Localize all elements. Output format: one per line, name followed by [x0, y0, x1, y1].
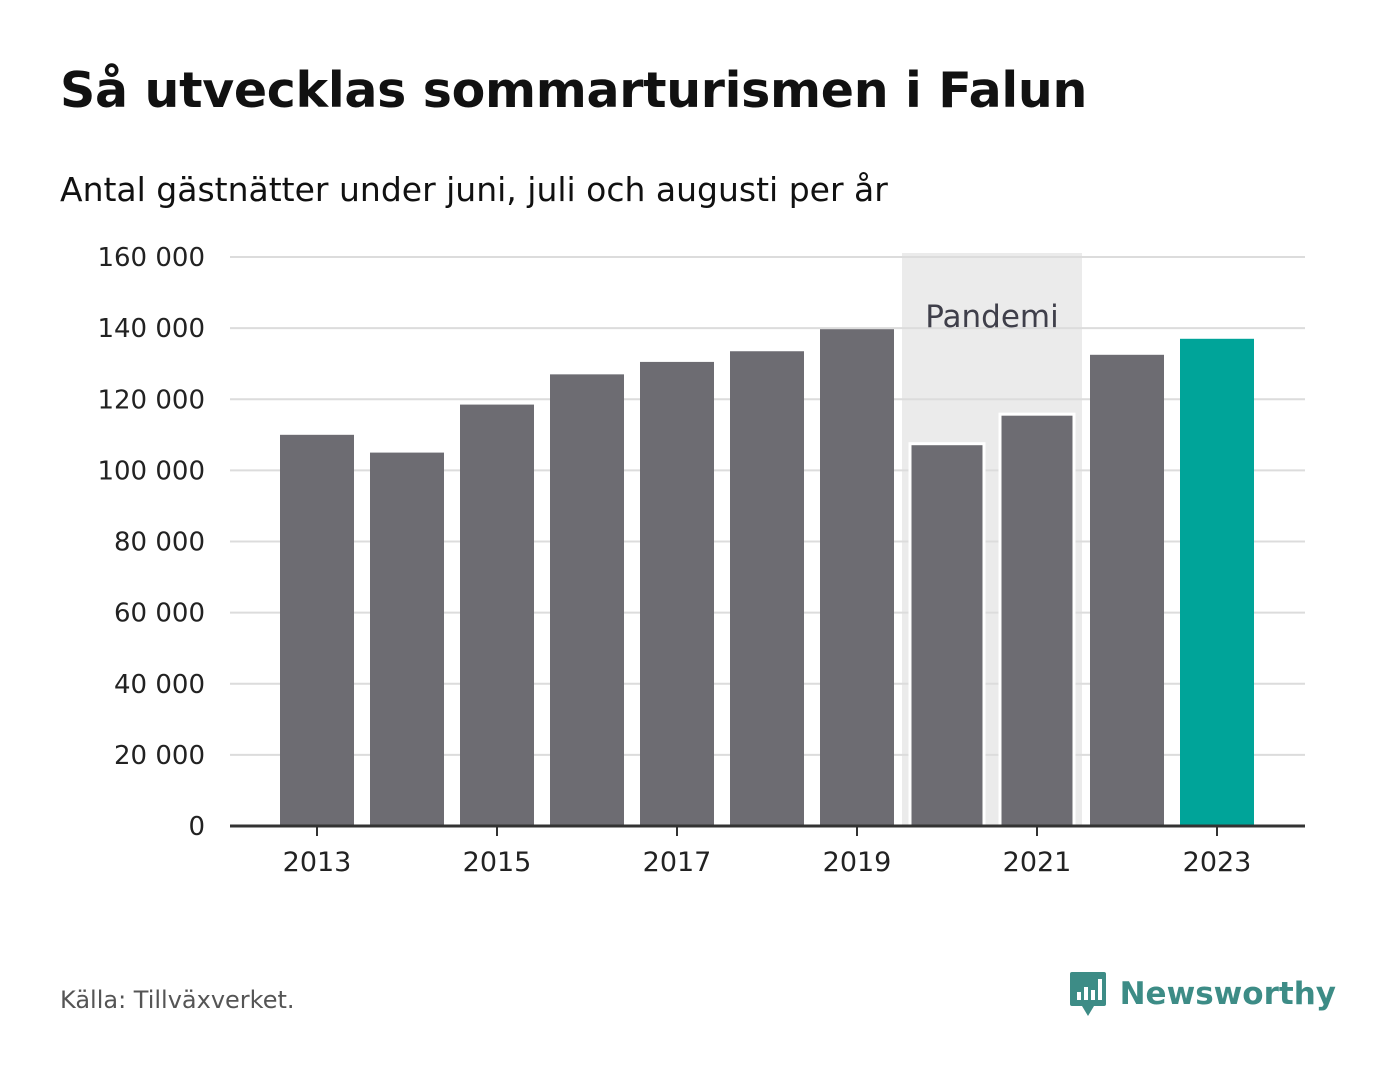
bar-2013 [280, 434, 354, 826]
y-tick-label: 20 000 [114, 741, 205, 771]
y-tick-label: 160 000 [97, 243, 205, 273]
bar-2016 [550, 374, 624, 826]
y-tick-label: 40 000 [114, 670, 205, 700]
y-tick-label: 120 000 [97, 385, 205, 415]
y-tick-label: 140 000 [97, 314, 205, 344]
bars [280, 329, 1254, 828]
y-tick-label: 60 000 [114, 599, 205, 629]
x-tick-label: 2015 [463, 847, 532, 878]
brand-name: Newsworthy [1119, 976, 1336, 1012]
bar-2014 [370, 452, 444, 826]
brand-logo[interactable]: Newsworthy [1068, 970, 1336, 1018]
bar-2015 [460, 404, 534, 826]
bar-chart: 0 20 000 40 000 60 000 80 000 100 000 120 000 1… [97, 243, 1305, 878]
chart-subtitle: Antal gästnätter under juni, juli och au… [60, 170, 888, 209]
y-axis-labels: 0 20 000 40 000 60 000 80 000 100 000 120 000 1… [97, 243, 205, 842]
bar-2021 [998, 412, 1076, 828]
x-tick-label: 2019 [823, 847, 892, 878]
x-tick-label: 2021 [1003, 847, 1072, 878]
bar-2020 [908, 442, 986, 828]
x-axis-labels: 2013 2015 2017 2019 2021 2023 [283, 847, 1252, 878]
annotations: Pandemi [925, 299, 1059, 335]
y-tick-label: 100 000 [97, 456, 205, 486]
bar-2023 [1180, 338, 1254, 826]
pandemic-label: Pandemi [925, 299, 1059, 335]
x-tick-label: 2023 [1183, 847, 1252, 878]
bar-2019 [820, 329, 894, 826]
bar-2022 [1090, 354, 1164, 826]
source-note: Källa: Tillväxverket. [60, 986, 295, 1014]
x-tick-label: 2013 [283, 847, 352, 878]
x-tick-label: 2017 [643, 847, 712, 878]
y-tick-label: 80 000 [114, 528, 205, 558]
x-axis [230, 824, 1305, 836]
newsworthy-logo-icon [1069, 972, 1106, 1016]
bar-2018 [730, 351, 804, 826]
bar-2017 [640, 361, 714, 826]
y-tick-label: 0 [188, 812, 205, 842]
chart-title: Så utvecklas sommarturismen i Falun [60, 62, 1088, 119]
